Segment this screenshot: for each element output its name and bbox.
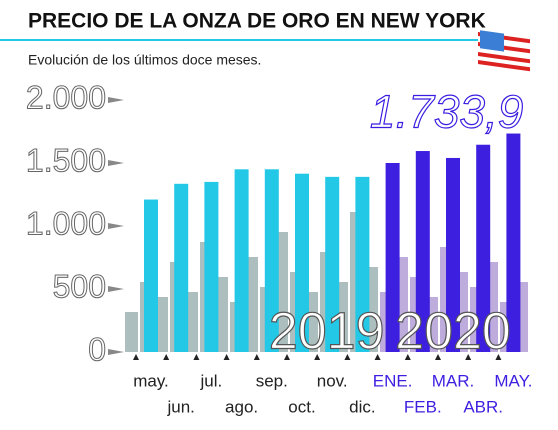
baseline-dot — [465, 354, 472, 360]
bar — [385, 163, 400, 352]
bar — [234, 169, 249, 352]
x-tick-label: ABR. — [463, 397, 503, 416]
bar — [264, 169, 279, 352]
baseline-dot — [223, 354, 230, 360]
tick-mark — [108, 286, 124, 292]
y-tick-label: 0 — [88, 331, 106, 367]
bar — [476, 144, 491, 352]
bar — [204, 181, 219, 352]
chart-subtitle: Evolución de los últimos doce meses. — [28, 52, 261, 68]
x-tick-label: sep. — [256, 371, 288, 390]
x-tick-label: ago. — [225, 397, 258, 416]
baseline-dot — [163, 354, 170, 360]
chart-title: PRECIO DE LA ONZA DE ORO EN NEW YORK — [28, 10, 486, 33]
x-tick-label: FEB. — [404, 397, 442, 416]
bar — [506, 133, 521, 352]
tick-mark — [108, 349, 124, 355]
bar — [415, 151, 430, 352]
y-tick-label: 1.000 — [26, 205, 106, 241]
x-tick-label: oct. — [288, 397, 315, 416]
x-tick-label: dic. — [349, 397, 375, 416]
bar — [446, 157, 460, 352]
baseline-dot — [344, 354, 351, 360]
bar — [325, 176, 340, 352]
baseline-dot — [435, 354, 441, 360]
legend-label: 2019 — [269, 303, 385, 361]
y-tick-label: 1.500 — [26, 142, 106, 178]
x-tick-label: jul. — [200, 371, 223, 390]
x-tick-label: jun. — [166, 397, 194, 416]
x-tick-label: MAR. — [432, 371, 475, 390]
tick-mark — [108, 223, 124, 229]
bar — [144, 199, 158, 352]
baseline-dot — [193, 354, 200, 360]
baseline-dot — [253, 354, 260, 360]
bar — [295, 173, 309, 352]
baseline-dot — [284, 354, 290, 360]
legend-label: 2020 — [395, 303, 511, 361]
y-tick-label: 500 — [53, 268, 106, 304]
value-label: 1.733,9 — [370, 86, 523, 138]
baseline-dot — [404, 354, 411, 360]
x-tick-label: ENE. — [373, 371, 413, 390]
y-tick-label: 2.000 — [26, 79, 106, 115]
baseline-dot — [374, 354, 381, 360]
x-tick-label: MAY. — [494, 371, 532, 390]
flag — [478, 28, 530, 72]
x-tick-label: may. — [133, 371, 169, 390]
baseline-dot — [314, 354, 321, 360]
bar — [174, 183, 189, 352]
tick-mark — [108, 160, 124, 166]
tick-mark — [108, 97, 124, 103]
x-tick-label: nov. — [317, 371, 348, 390]
bar — [355, 176, 370, 352]
baseline-dot — [133, 354, 139, 360]
baseline-dot — [495, 354, 502, 360]
